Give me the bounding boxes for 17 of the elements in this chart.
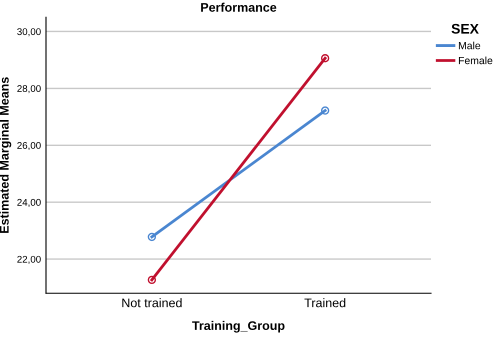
- chart-title: Performance: [201, 2, 276, 12]
- x-axis-title: Training_Group: [192, 320, 285, 333]
- y-tick-label: 30,00: [17, 28, 41, 36]
- y-axis-title: Estimated Marginal Means: [0, 77, 12, 233]
- point: [320, 106, 330, 115]
- point: [148, 276, 156, 284]
- legend-title: SEX: [452, 24, 479, 34]
- y-tick-label: 24,00: [17, 198, 41, 207]
- y-tick-label: 28,00: [17, 85, 41, 94]
- y-tick-label: 22,00: [17, 256, 41, 264]
- x-tick-label: Trained: [304, 298, 346, 308]
- point: [320, 54, 330, 62]
- x-tick-label: Not trained: [122, 298, 182, 308]
- legend-label: Male: [458, 42, 480, 50]
- legend-label: Female: [458, 56, 492, 64]
- y-tick-label: 26,00: [17, 142, 41, 150]
- point: [148, 232, 156, 242]
